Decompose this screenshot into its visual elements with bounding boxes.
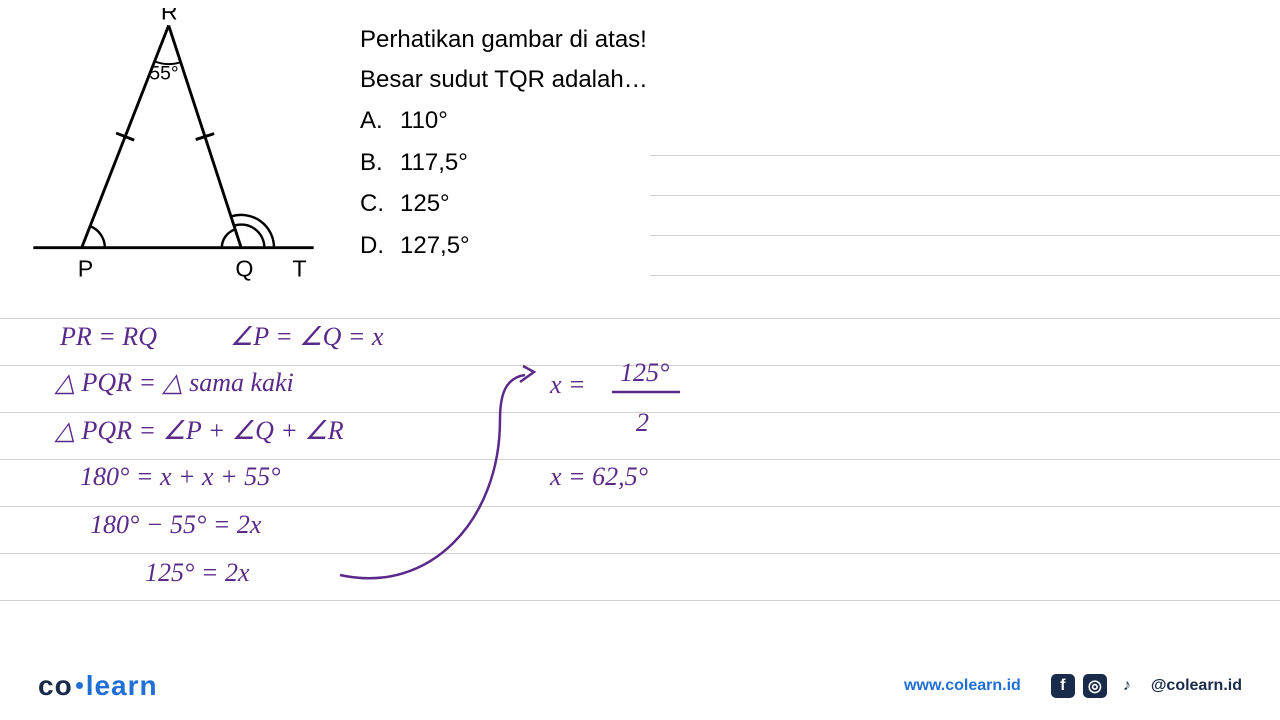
question-line-2: Besar sudut TQR adalah…: [360, 60, 648, 100]
rule-line: [650, 275, 1280, 276]
option-b: B. 117,5°: [360, 143, 648, 183]
handwritten-text: ∠P = ∠Q = x: [230, 322, 383, 352]
handwritten-text: x =: [550, 370, 586, 400]
option-letter: C.: [360, 184, 386, 224]
handwritten-text: 180° = x + x + 55°: [80, 462, 281, 492]
rule-line: [650, 155, 1280, 156]
rule-line: [0, 459, 1280, 460]
rule-line: [650, 235, 1280, 236]
rule-line: [0, 506, 1280, 507]
options-list: A. 110° B. 117,5° C. 125° D. 127,5°: [360, 101, 648, 265]
handwritten-text: 2: [636, 408, 649, 438]
option-d: D. 127,5°: [360, 226, 648, 266]
handwritten-text: △ PQR = ∠P + ∠Q + ∠R: [55, 416, 344, 446]
option-text: 127,5°: [400, 226, 470, 266]
handwritten-text: 125° = 2x: [145, 558, 249, 588]
option-letter: D.: [360, 226, 386, 266]
svg-text:Q: Q: [235, 256, 253, 282]
logo-co: co: [38, 670, 73, 701]
social-handle: @colearn.id: [1151, 677, 1242, 695]
handwritten-text: 125°: [620, 358, 669, 388]
svg-text:P: P: [78, 256, 93, 282]
logo-learn: learn: [86, 670, 158, 701]
facebook-icon: f: [1051, 674, 1075, 698]
question-line-1: Perhatikan gambar di atas!: [360, 20, 648, 60]
footer: colearn www.colearn.id f ◎ ♪ @colearn.id: [0, 670, 1280, 702]
option-c: C. 125°: [360, 184, 648, 224]
logo: colearn: [38, 670, 158, 702]
top-area: R 55° P Q T Perhatikan gambar di atas! Besar…: [0, 0, 1280, 300]
rule-line: [650, 195, 1280, 196]
site-url: www.colearn.id: [904, 677, 1021, 695]
rule-line: [0, 600, 1280, 601]
option-text: 110°: [400, 101, 448, 141]
handwritten-text: PR = RQ: [60, 322, 157, 352]
rule-line: [0, 553, 1280, 554]
svg-text:55°: 55°: [149, 64, 178, 85]
svg-text:T: T: [292, 256, 306, 282]
rule-line: [0, 318, 1280, 319]
option-letter: A.: [360, 101, 386, 141]
question-block: Perhatikan gambar di atas! Besar sudut T…: [360, 20, 648, 266]
handwritten-text: x = 62,5°: [550, 462, 648, 492]
instagram-icon: ◎: [1083, 674, 1107, 698]
logo-dot-icon: [76, 682, 83, 689]
handwritten-text: △ PQR = △ sama kaki: [55, 368, 294, 398]
social-icons: f ◎ ♪ @colearn.id: [1051, 674, 1242, 698]
triangle-diagram: R 55° P Q T: [18, 8, 358, 298]
handwritten-text: 180° − 55° = 2x: [90, 510, 261, 540]
option-a: A. 110°: [360, 101, 648, 141]
option-text: 125°: [400, 184, 450, 224]
option-text: 117,5°: [400, 143, 468, 183]
svg-text:R: R: [161, 8, 178, 25]
tiktok-icon: ♪: [1115, 674, 1139, 698]
option-letter: B.: [360, 143, 386, 183]
